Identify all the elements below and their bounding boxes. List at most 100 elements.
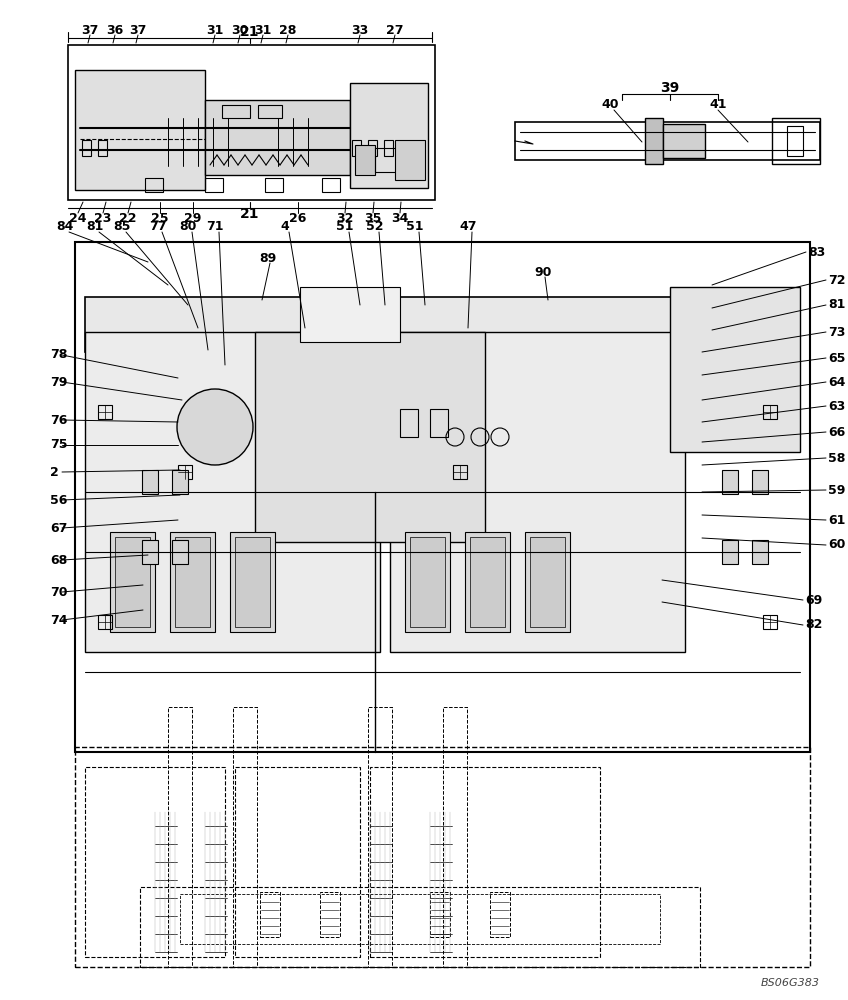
Bar — [525, 532, 570, 632]
Bar — [110, 532, 155, 632]
Text: 60: 60 — [828, 538, 845, 552]
Text: 70: 70 — [50, 585, 68, 598]
Text: 72: 72 — [828, 273, 845, 286]
Bar — [205, 178, 223, 192]
Bar — [352, 140, 361, 156]
Text: 63: 63 — [828, 399, 845, 412]
Text: 31: 31 — [206, 23, 224, 36]
Bar — [722, 540, 738, 564]
Bar — [752, 470, 768, 494]
Text: 78: 78 — [50, 349, 67, 361]
Text: 51: 51 — [337, 221, 354, 233]
Bar — [530, 537, 565, 627]
Text: 90: 90 — [534, 265, 552, 278]
Bar — [258, 105, 282, 118]
Text: 66: 66 — [828, 426, 845, 438]
Bar — [145, 178, 163, 192]
Bar — [430, 409, 448, 437]
Text: 81: 81 — [86, 221, 103, 233]
Text: 41: 41 — [709, 99, 727, 111]
Bar — [98, 615, 112, 629]
Text: 28: 28 — [279, 23, 297, 36]
Text: 80: 80 — [179, 221, 197, 233]
Bar — [320, 892, 340, 937]
Bar — [235, 767, 360, 957]
Bar — [172, 540, 188, 564]
Bar — [142, 540, 158, 564]
Bar — [787, 126, 803, 156]
Bar — [142, 470, 158, 494]
Bar — [175, 537, 210, 627]
Bar — [465, 532, 510, 632]
Text: 84: 84 — [56, 221, 74, 233]
Bar — [368, 140, 377, 156]
Bar — [490, 892, 510, 937]
Text: 56: 56 — [50, 493, 67, 506]
Bar — [322, 178, 340, 192]
Text: 61: 61 — [828, 514, 845, 526]
Text: 23: 23 — [94, 212, 112, 225]
Bar — [260, 892, 280, 937]
Bar — [172, 470, 188, 494]
Bar — [645, 118, 663, 164]
Text: 40: 40 — [601, 99, 619, 111]
Text: 74: 74 — [50, 613, 68, 626]
Text: 26: 26 — [289, 212, 307, 225]
Bar — [115, 537, 150, 627]
Text: 51: 51 — [406, 221, 424, 233]
Bar — [82, 140, 91, 156]
Bar — [443, 707, 467, 967]
Bar — [453, 465, 467, 479]
Text: 25: 25 — [151, 212, 169, 225]
Text: 30: 30 — [232, 23, 248, 36]
Text: 32: 32 — [337, 212, 354, 225]
Text: 85: 85 — [114, 221, 131, 233]
Bar — [222, 105, 250, 118]
Bar — [350, 83, 428, 188]
Bar — [75, 747, 810, 967]
Text: 75: 75 — [50, 438, 68, 452]
Text: 58: 58 — [828, 452, 845, 464]
Text: 37: 37 — [129, 23, 147, 36]
Bar — [230, 532, 275, 632]
Text: 89: 89 — [259, 251, 276, 264]
Bar — [384, 140, 393, 156]
Text: 47: 47 — [460, 221, 477, 233]
Bar — [205, 100, 350, 175]
Text: 4: 4 — [281, 221, 289, 233]
Text: 68: 68 — [50, 554, 67, 566]
Bar — [722, 470, 738, 494]
Bar — [98, 405, 112, 419]
Bar — [265, 178, 283, 192]
Text: 27: 27 — [386, 23, 404, 36]
Bar — [98, 140, 107, 156]
Bar — [390, 332, 685, 652]
Bar — [68, 45, 435, 200]
Bar — [233, 707, 257, 967]
Bar — [75, 242, 810, 752]
Text: 52: 52 — [366, 221, 384, 233]
Bar — [752, 540, 768, 564]
Text: 59: 59 — [828, 484, 845, 496]
Bar — [368, 707, 392, 967]
Bar — [375, 148, 420, 172]
Bar — [470, 537, 505, 627]
Bar — [355, 145, 375, 175]
Text: 69: 69 — [805, 593, 823, 606]
Bar — [85, 297, 800, 352]
Bar — [140, 887, 700, 967]
Text: 71: 71 — [206, 221, 224, 233]
Text: 39: 39 — [661, 81, 679, 95]
Bar — [410, 537, 445, 627]
Bar — [168, 707, 192, 967]
Bar — [400, 409, 418, 437]
Bar — [300, 287, 400, 342]
Bar — [255, 332, 485, 542]
Text: 31: 31 — [254, 23, 271, 36]
Bar — [235, 537, 270, 627]
Text: 22: 22 — [120, 212, 137, 225]
Text: 73: 73 — [828, 326, 845, 338]
Text: BS06G383: BS06G383 — [761, 978, 820, 988]
Bar — [178, 465, 192, 479]
Bar — [670, 287, 800, 452]
